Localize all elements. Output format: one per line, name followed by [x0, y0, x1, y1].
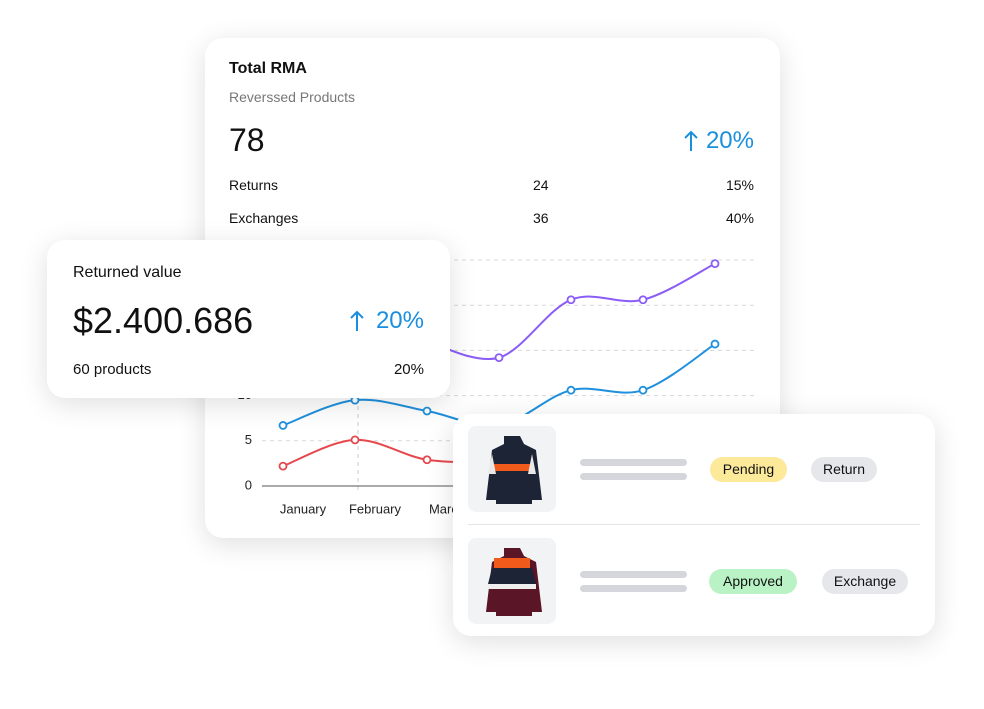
title: Total RMA [229, 60, 307, 77]
jacket-icon [486, 548, 542, 616]
value-card: Returned value $2.400.686 20% 60 product… [47, 240, 450, 398]
type-badge: Exchange [822, 569, 908, 594]
row-label: Exchanges [229, 210, 299, 226]
y-tick-label: 0 [245, 477, 252, 492]
point [278, 461, 288, 471]
point [422, 455, 432, 465]
point [710, 259, 720, 269]
orders-card: Pending Return Approved Exchange [453, 414, 935, 636]
products: 60 products [73, 361, 152, 378]
row-count: 24 [533, 177, 549, 193]
placeholder-bar [580, 585, 687, 592]
placeholder-bar [580, 571, 687, 578]
row-label: Returns [229, 177, 279, 193]
point [422, 406, 432, 416]
point [710, 339, 720, 349]
arrow-icon [350, 310, 364, 331]
row-count: 36 [533, 210, 549, 226]
point [350, 435, 360, 445]
placeholder-bar [580, 459, 687, 466]
y-tick-label: 5 [245, 432, 252, 447]
status-badge: Approved [709, 569, 797, 594]
status-badge: Pending [710, 457, 787, 482]
point [566, 385, 576, 395]
share: 20% [393, 361, 424, 378]
point [566, 295, 576, 305]
x-tick-label: February [349, 501, 402, 516]
x-tick-label: January [280, 501, 327, 516]
point [638, 385, 648, 395]
jacket-icon [486, 436, 542, 504]
total: 78 [229, 122, 265, 158]
amount: $2.400.686 [73, 300, 254, 341]
title: Returned value [73, 264, 182, 281]
divider [468, 524, 920, 525]
arrow-icon [684, 130, 698, 151]
change: 20% [705, 127, 754, 154]
change: 20% [375, 307, 424, 334]
point [638, 295, 648, 305]
row-share: 40% [725, 210, 754, 226]
product-image [468, 426, 556, 512]
subtitle: Reverssed Products [229, 89, 356, 105]
placeholder-bar [580, 473, 687, 480]
series-line [426, 262, 716, 360]
row-share: 15% [725, 177, 754, 193]
product-image [468, 538, 556, 624]
point [278, 421, 288, 430]
type-badge: Return [811, 457, 877, 482]
point [494, 353, 504, 363]
